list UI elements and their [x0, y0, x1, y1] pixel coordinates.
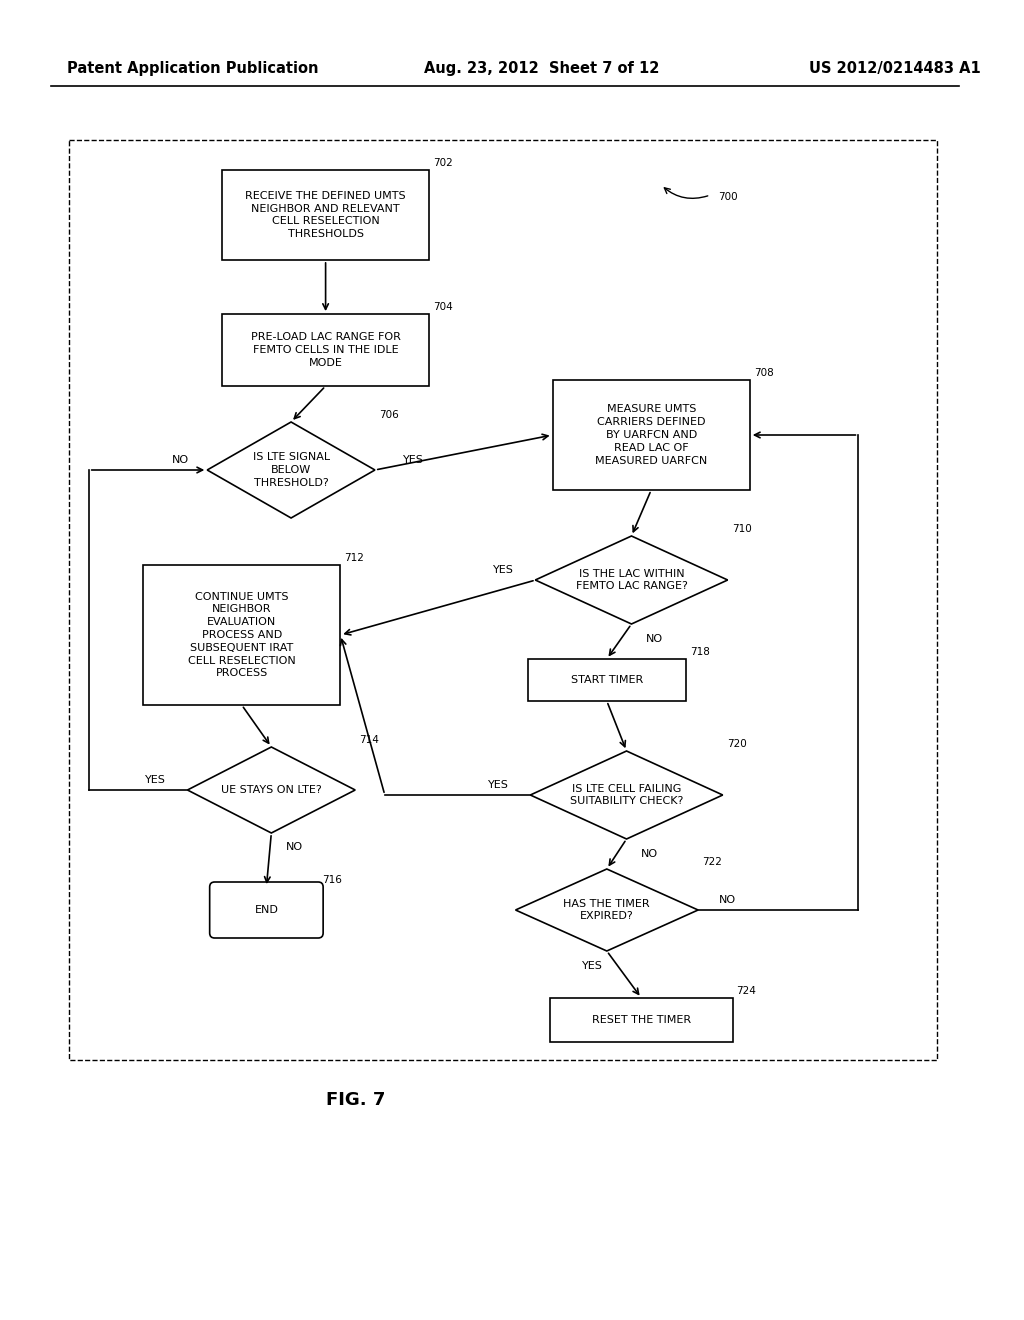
Text: HAS THE TIMER
EXPIRED?: HAS THE TIMER EXPIRED? — [563, 899, 650, 921]
Text: YES: YES — [402, 455, 424, 465]
Text: CONTINUE UMTS
NEIGHBOR
EVALUATION
PROCESS AND
SUBSEQUENT IRAT
CELL RESELECTION
P: CONTINUE UMTS NEIGHBOR EVALUATION PROCES… — [187, 591, 296, 678]
Text: Aug. 23, 2012  Sheet 7 of 12: Aug. 23, 2012 Sheet 7 of 12 — [424, 61, 659, 75]
Bar — [143, 565, 340, 705]
Text: 714: 714 — [359, 735, 379, 744]
Text: NO: NO — [646, 634, 664, 644]
Text: IS LTE CELL FAILING
SUITABILITY CHECK?: IS LTE CELL FAILING SUITABILITY CHECK? — [569, 784, 683, 807]
Text: PRE-LOAD LAC RANGE FOR
FEMTO CELLS IN THE IDLE
MODE: PRE-LOAD LAC RANGE FOR FEMTO CELLS IN TH… — [251, 333, 400, 368]
Text: 716: 716 — [323, 875, 342, 884]
FancyBboxPatch shape — [210, 882, 324, 939]
Text: UE STAYS ON LTE?: UE STAYS ON LTE? — [221, 785, 322, 795]
Text: YES: YES — [582, 961, 602, 972]
Text: 724: 724 — [736, 986, 757, 997]
Text: 712: 712 — [344, 553, 365, 564]
Text: 702: 702 — [433, 158, 453, 168]
Bar — [527, 659, 686, 701]
Text: RESET THE TIMER: RESET THE TIMER — [592, 1015, 691, 1026]
Text: IS LTE SIGNAL
BELOW
THRESHOLD?: IS LTE SIGNAL BELOW THRESHOLD? — [253, 453, 330, 488]
Text: YES: YES — [488, 780, 509, 789]
Text: 710: 710 — [731, 524, 752, 535]
Text: US 2012/0214483 A1: US 2012/0214483 A1 — [809, 61, 981, 75]
Text: 700: 700 — [718, 191, 738, 202]
Polygon shape — [207, 422, 375, 517]
Text: FIG. 7: FIG. 7 — [326, 1092, 385, 1109]
Text: START TIMER: START TIMER — [570, 675, 643, 685]
Text: YES: YES — [144, 775, 166, 785]
Bar — [222, 314, 429, 385]
Text: NO: NO — [719, 895, 736, 906]
Polygon shape — [530, 751, 723, 840]
Text: NO: NO — [286, 842, 303, 851]
Text: 720: 720 — [727, 739, 746, 748]
Text: RECEIVE THE DEFINED UMTS
NEIGHBOR AND RELEVANT
CELL RESELECTION
THRESHOLDS: RECEIVE THE DEFINED UMTS NEIGHBOR AND RE… — [246, 191, 406, 239]
Text: YES: YES — [494, 565, 514, 576]
Bar — [550, 998, 732, 1041]
Bar — [553, 380, 750, 490]
Bar — [69, 140, 937, 1060]
Text: 706: 706 — [379, 411, 398, 420]
Text: NO: NO — [641, 849, 658, 859]
Text: 704: 704 — [433, 302, 453, 312]
Text: NO: NO — [172, 455, 189, 465]
Polygon shape — [536, 536, 728, 624]
Bar — [222, 170, 429, 260]
Text: 722: 722 — [702, 857, 722, 867]
Text: Patent Application Publication: Patent Application Publication — [68, 61, 318, 75]
Text: END: END — [254, 906, 279, 915]
Text: IS THE LAC WITHIN
FEMTO LAC RANGE?: IS THE LAC WITHIN FEMTO LAC RANGE? — [575, 569, 687, 591]
Text: MEASURE UMTS
CARRIERS DEFINED
BY UARFCN AND
READ LAC OF
MEASURED UARFCN: MEASURE UMTS CARRIERS DEFINED BY UARFCN … — [595, 404, 708, 466]
Text: 708: 708 — [754, 368, 773, 378]
Polygon shape — [187, 747, 355, 833]
Text: 718: 718 — [690, 647, 710, 657]
Polygon shape — [515, 869, 698, 950]
